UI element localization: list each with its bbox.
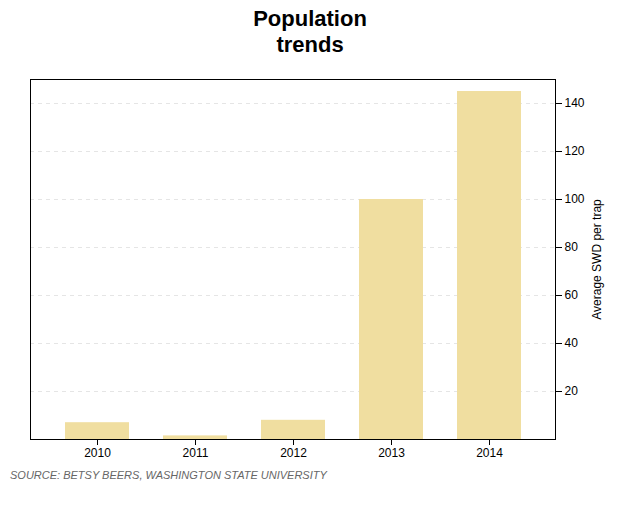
svg-text:20: 20 [565, 384, 579, 398]
svg-text:120: 120 [565, 144, 585, 158]
html-text:Population trends: Population trends [253, 6, 367, 58]
svg-text:2013: 2013 [378, 446, 405, 460]
svg-text:Average SWD per trap: Average SWD per trap [590, 199, 604, 320]
svg-text:2010: 2010 [84, 446, 111, 460]
svg-text:80: 80 [565, 240, 579, 254]
svg-text:40: 40 [565, 336, 579, 350]
svg-text:2014: 2014 [476, 446, 503, 460]
svg-text:2012: 2012 [280, 446, 307, 460]
html-text:SOURCE: BETSY BEERS, WASHINGTO: SOURCE: BETSY BEERS, WASHINGTON STATE UN… [10, 468, 327, 481]
svg-text:140: 140 [565, 96, 585, 110]
svg-text:100: 100 [565, 192, 585, 206]
svg-text:60: 60 [565, 288, 579, 302]
svg-text:2011: 2011 [183, 446, 209, 460]
